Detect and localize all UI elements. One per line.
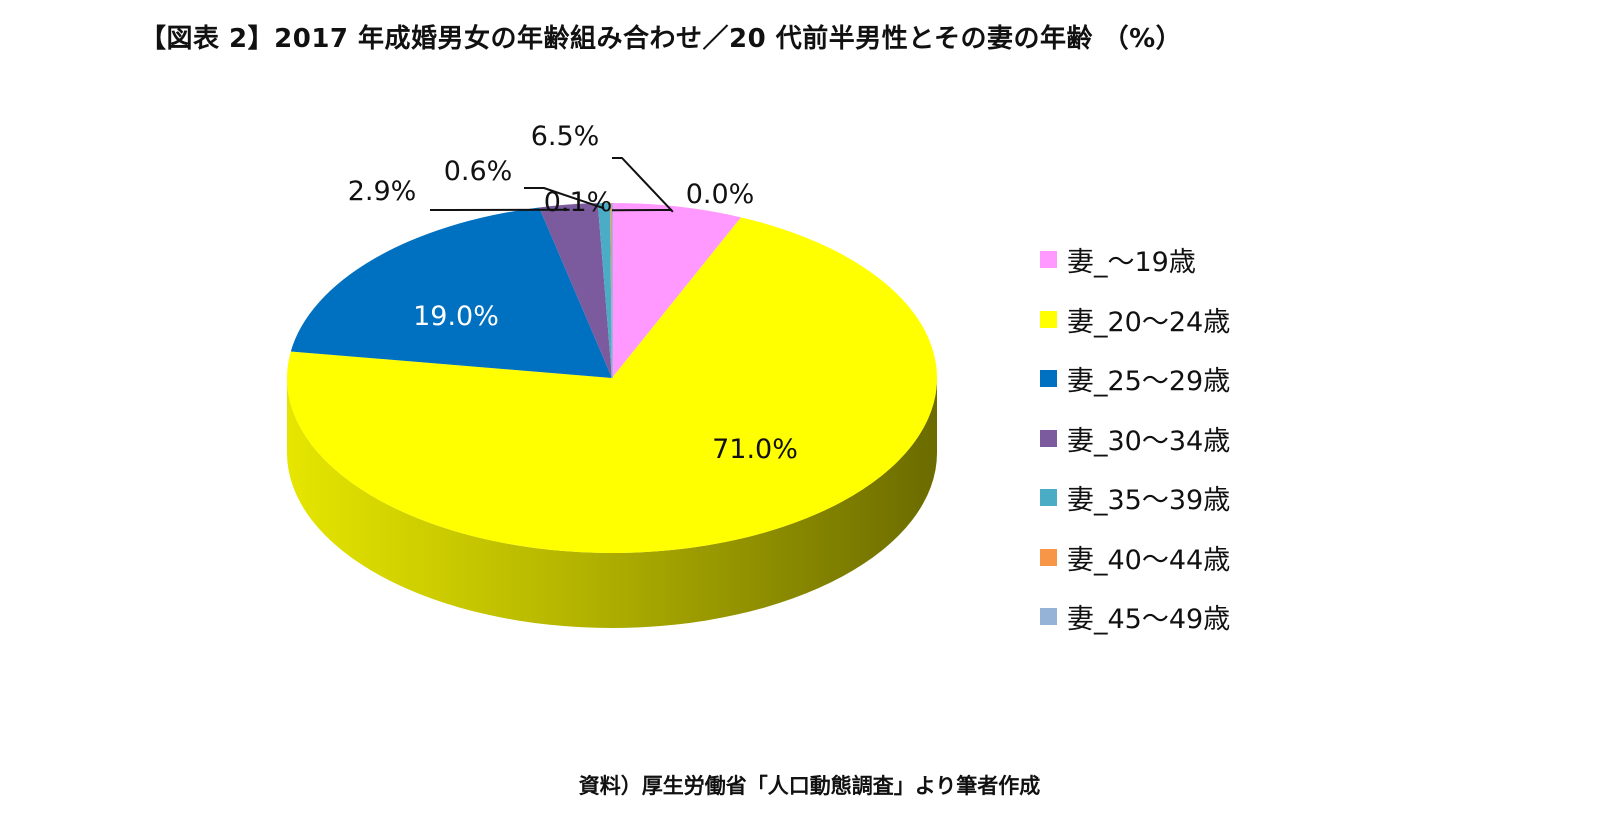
data-label-1: 6.5% (531, 121, 600, 152)
data-label-4: 2.9% (348, 176, 417, 207)
leader-line-1 (612, 157, 674, 213)
legend-item: 妻_20～24歳 (1040, 290, 1230, 350)
pie-slice-3 (290, 207, 612, 378)
legend-item: 妻_30～34歳 (1040, 409, 1230, 469)
legend-swatch (1040, 251, 1057, 269)
data-label-7: 0.0% (686, 179, 755, 210)
legend-swatch (1040, 489, 1057, 507)
data-labels: 6.5% 71.0% 19.0% 2.9% 0.6% 0.1% 0.0% (348, 121, 798, 465)
legend-item: 妻_40～44歳 (1040, 528, 1230, 588)
legend-label: 妻_45～49歳 (1067, 604, 1231, 636)
chart-title: 【図表 2】2017 年成婚男女の年齢組み合わせ／20 代前半男性とその妻の年齢… (140, 24, 1183, 54)
legend-label: 妻_25～29歳 (1067, 366, 1231, 398)
pie-top-face (287, 203, 937, 553)
legend-item: 妻_45～49歳 (1040, 587, 1230, 647)
legend-label: 妻_35～39歳 (1067, 485, 1231, 517)
legend: 妻_～19歳妻_20～24歳 妻_25～29歳 妻_30～34歳 妻_35～39歳 妻_… (1040, 230, 1230, 647)
pie-slice-2 (287, 217, 937, 553)
leader-lines (430, 157, 674, 213)
legend-label: 妻_40～44歳 (1067, 544, 1231, 576)
legend-item: 妻_35～39歳 (1040, 468, 1230, 528)
source-note: 資料）厚生労働省「人口動態調査」より筆者作成 (578, 774, 1041, 798)
data-label-5: 0.6% (444, 156, 513, 187)
pie-slice-5 (597, 203, 612, 378)
leader-line-5 (524, 187, 605, 210)
legend-label: 妻_20～24歳 (1067, 306, 1231, 338)
pie-side-face (287, 378, 937, 628)
legend-swatch (1040, 310, 1057, 328)
pie-side-wall (287, 378, 937, 628)
legend-swatch (1040, 370, 1057, 388)
legend-label: 妻_～19歳 (1067, 247, 1196, 279)
legend-swatch (1040, 608, 1057, 626)
legend-swatch (1040, 429, 1057, 447)
data-label-3: 19.0% (413, 301, 499, 332)
legend-label: 妻_30～34歳 (1067, 425, 1231, 457)
legend-swatch (1040, 548, 1057, 566)
data-label-6: 0.1% (544, 187, 613, 218)
legend-item: 妻_～19歳 (1040, 230, 1230, 290)
pie-slice-1 (612, 203, 741, 378)
legend-item: 妻_25～29歳 (1040, 349, 1230, 409)
data-label-2: 71.0% (712, 434, 798, 465)
pie-slice-4 (539, 203, 612, 378)
